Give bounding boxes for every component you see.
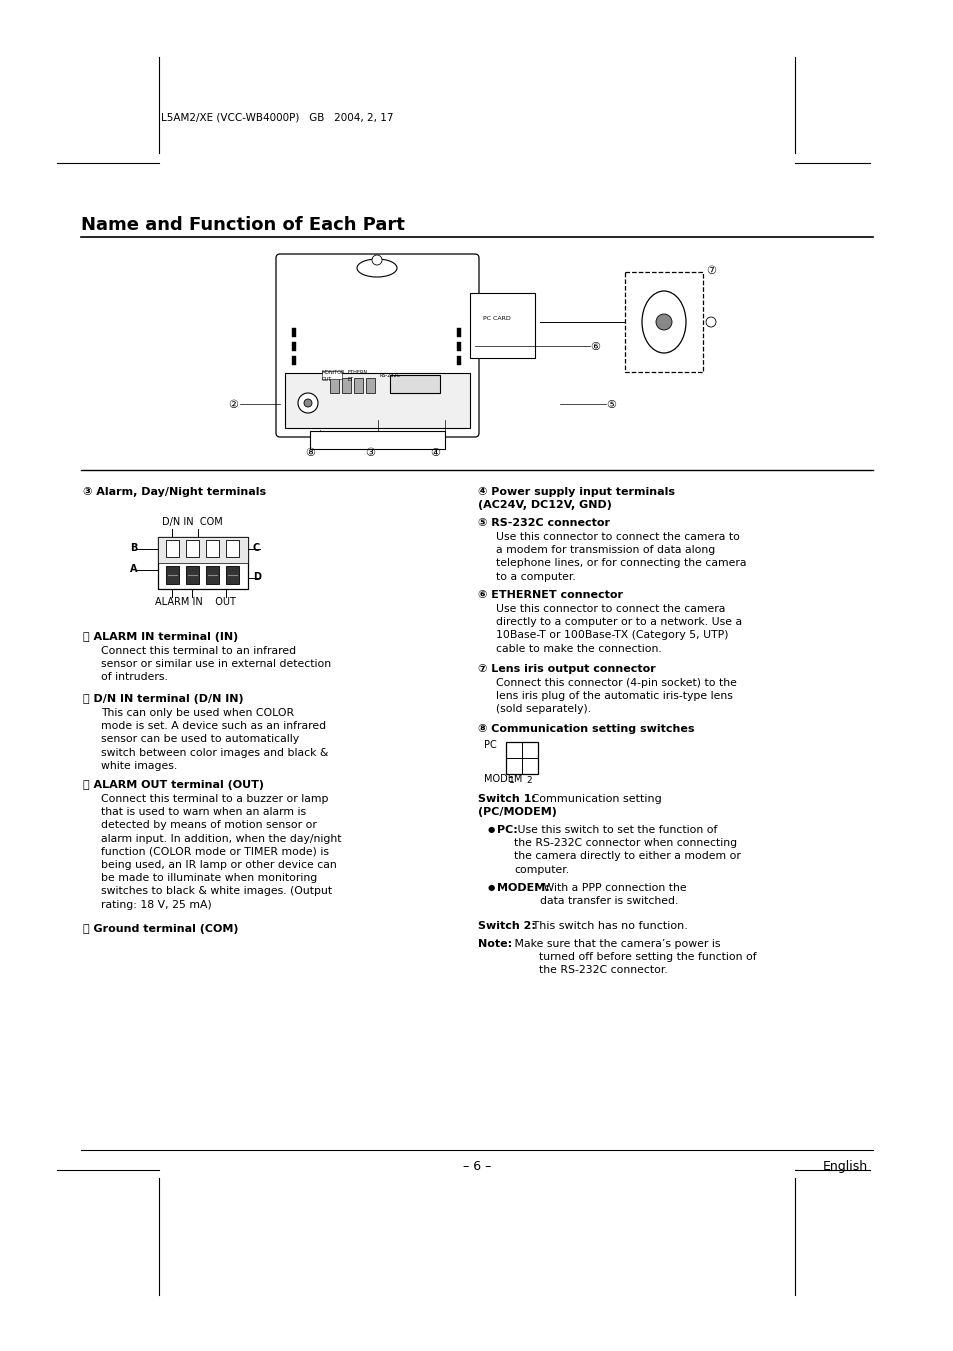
Bar — [354, 378, 363, 393]
Text: Note:: Note: — [477, 939, 512, 948]
Text: Name and Function of Each Part: Name and Function of Each Part — [81, 216, 404, 234]
Text: ALARM IN    OUT: ALARM IN OUT — [154, 597, 235, 607]
Bar — [206, 540, 219, 557]
Text: D: D — [253, 571, 261, 582]
Text: Connect this terminal to an infrared
sensor or similar use in external detection: Connect this terminal to an infrared sen… — [101, 646, 331, 682]
Bar — [366, 378, 375, 393]
Circle shape — [656, 313, 671, 330]
Text: English: English — [822, 1161, 867, 1173]
Text: ⑧ Communication setting switches: ⑧ Communication setting switches — [477, 724, 694, 734]
Text: (AC24V, DC12V, GND): (AC24V, DC12V, GND) — [477, 500, 611, 509]
Bar — [158, 536, 248, 563]
Bar — [390, 376, 439, 393]
Ellipse shape — [641, 290, 685, 353]
Text: 2: 2 — [525, 775, 531, 785]
Text: ⑤ RS-232C connector: ⑤ RS-232C connector — [477, 517, 609, 528]
Text: Use this connector to connect the camera
directly to a computer or to a network.: Use this connector to connect the camera… — [496, 604, 741, 654]
Text: Communication setting: Communication setting — [527, 794, 661, 804]
Bar — [470, 293, 535, 358]
Text: ③: ③ — [365, 449, 375, 458]
Text: Ⓓ Ground terminal (COM): Ⓓ Ground terminal (COM) — [83, 924, 238, 934]
Text: ②: ② — [228, 400, 237, 409]
Text: D/N IN  COM: D/N IN COM — [162, 517, 222, 527]
Text: RS-232C: RS-232C — [379, 373, 400, 378]
FancyBboxPatch shape — [310, 431, 444, 449]
Text: MODEM: MODEM — [483, 774, 522, 784]
Text: ●: ● — [488, 825, 495, 834]
Text: Use this switch to set the function of
the RS-232C connector when connecting
the: Use this switch to set the function of t… — [514, 825, 740, 874]
Circle shape — [297, 393, 317, 413]
Bar — [226, 540, 239, 557]
Text: ⑥ ETHERNET connector: ⑥ ETHERNET connector — [477, 590, 622, 600]
Text: 1: 1 — [509, 775, 515, 785]
Bar — [330, 378, 338, 393]
Text: This switch has no function.: This switch has no function. — [529, 921, 687, 931]
Text: ●: ● — [488, 884, 495, 892]
Bar — [166, 540, 179, 557]
Text: ⑦ Lens iris output connector: ⑦ Lens iris output connector — [477, 663, 655, 674]
Text: Connect this connector (4-pin socket) to the
lens iris plug of the automatic iri: Connect this connector (4-pin socket) to… — [496, 678, 736, 715]
Bar — [226, 566, 239, 584]
Bar — [624, 272, 702, 372]
Bar — [292, 342, 295, 351]
Text: ③ Alarm, Day/Night terminals: ③ Alarm, Day/Night terminals — [83, 486, 266, 497]
Text: Use this connector to connect the camera to
a modem for transmission of data alo: Use this connector to connect the camera… — [496, 532, 745, 581]
Text: ⑤: ⑤ — [605, 400, 616, 409]
Text: Switch 1:: Switch 1: — [477, 794, 536, 804]
Text: ⑦: ⑦ — [705, 266, 716, 276]
Text: With a PPP connection the
data transfer is switched.: With a PPP connection the data transfer … — [539, 884, 686, 907]
Bar — [285, 373, 470, 428]
Text: Make sure that the camera’s power is
        turned off before setting the funct: Make sure that the camera’s power is tur… — [511, 939, 756, 975]
Text: – 6 –: – 6 – — [462, 1161, 491, 1173]
Text: Ⓐ ALARM IN terminal (IN): Ⓐ ALARM IN terminal (IN) — [83, 632, 238, 642]
Bar — [158, 536, 248, 589]
Bar — [505, 742, 537, 774]
Circle shape — [372, 255, 381, 265]
Bar — [206, 566, 219, 584]
Bar — [456, 342, 460, 351]
Bar — [292, 328, 295, 336]
Text: A: A — [130, 563, 137, 574]
Text: Ⓒ ALARM OUT terminal (OUT): Ⓒ ALARM OUT terminal (OUT) — [83, 780, 264, 790]
Circle shape — [304, 399, 312, 407]
Text: PC: PC — [483, 740, 497, 750]
Bar — [456, 328, 460, 336]
Bar — [186, 540, 199, 557]
Text: ④ Power supply input terminals: ④ Power supply input terminals — [477, 486, 675, 497]
Circle shape — [705, 317, 716, 327]
Bar — [292, 357, 295, 365]
Text: Ⓑ D/N IN terminal (D/N IN): Ⓑ D/N IN terminal (D/N IN) — [83, 694, 243, 704]
Bar — [456, 357, 460, 365]
Text: PC CARD: PC CARD — [482, 316, 510, 322]
Text: PC:: PC: — [497, 825, 517, 835]
Text: This can only be used when COLOR
mode is set. A device such as an infrared
senso: This can only be used when COLOR mode is… — [101, 708, 328, 771]
Bar — [186, 566, 199, 584]
Bar — [341, 378, 351, 393]
Text: Connect this terminal to a buzzer or lamp
that is used to warn when an alarm is
: Connect this terminal to a buzzer or lam… — [101, 794, 341, 909]
Bar — [322, 372, 341, 380]
Text: L5AM2/XE (VCC-WB4000P)   GB   2004, 2, 17: L5AM2/XE (VCC-WB4000P) GB 2004, 2, 17 — [161, 112, 393, 122]
Ellipse shape — [356, 259, 396, 277]
Text: Switch 2:: Switch 2: — [477, 921, 536, 931]
Text: ④: ④ — [430, 449, 439, 458]
Text: B: B — [130, 543, 137, 553]
Bar — [166, 566, 179, 584]
Text: ⑧: ⑧ — [305, 449, 314, 458]
Text: ⑥: ⑥ — [589, 342, 599, 353]
Text: ETHERN
ET: ETHERN ET — [348, 370, 368, 381]
Text: C: C — [253, 543, 260, 553]
Text: MODEM:: MODEM: — [497, 884, 549, 893]
FancyBboxPatch shape — [275, 254, 478, 436]
Text: MONITOR
OUT: MONITOR OUT — [322, 370, 345, 381]
Text: (PC/MODEM): (PC/MODEM) — [477, 807, 557, 817]
